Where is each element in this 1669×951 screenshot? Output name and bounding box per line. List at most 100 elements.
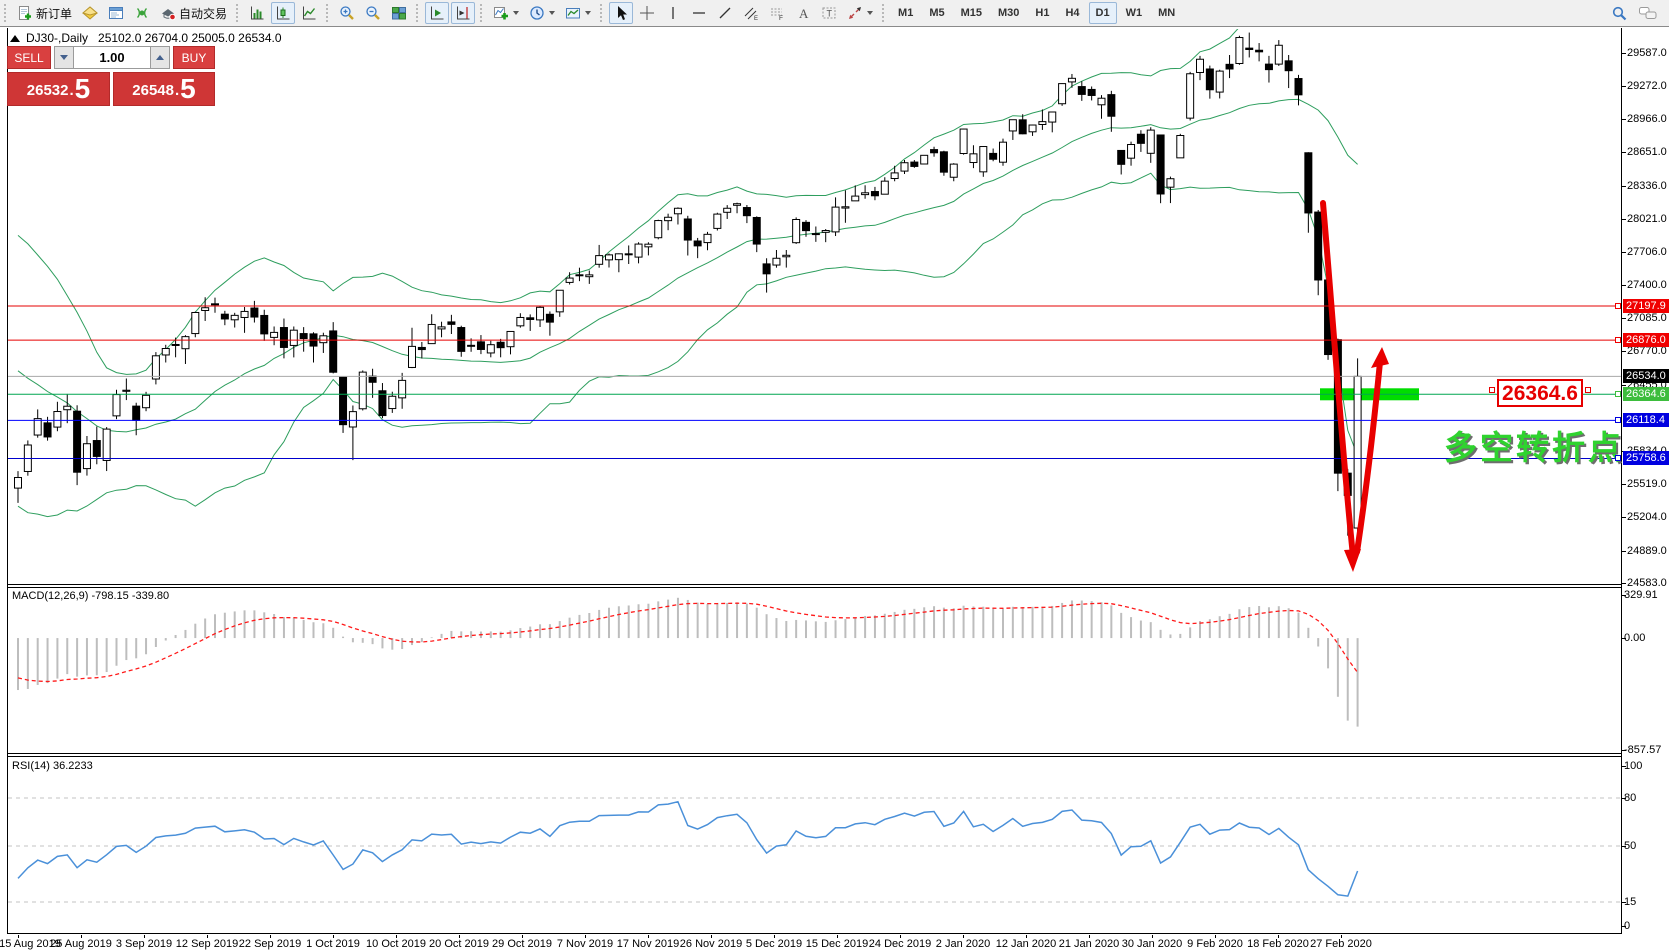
zoom-in-button[interactable]	[335, 2, 359, 24]
time-tick-mark	[648, 935, 649, 938]
bear-candle	[457, 327, 466, 352]
periods-button[interactable]	[525, 2, 559, 24]
time-tick-mark	[81, 935, 82, 938]
bear-candle	[1156, 134, 1165, 195]
channel-icon: E	[743, 5, 759, 21]
bear-candle	[742, 207, 751, 217]
time-tick-mark	[711, 935, 712, 938]
rsi-axis-label: 0	[1624, 920, 1631, 932]
bull-candle	[1067, 77, 1076, 83]
chevron-down-icon[interactable]	[549, 11, 556, 15]
tf-h4-button[interactable]: H4	[1058, 2, 1086, 24]
fibonacci-button[interactable]: F	[765, 2, 789, 24]
time-tick-mark	[522, 935, 523, 938]
line-tag: 25758.6	[1623, 451, 1669, 465]
main-macd-separator-2[interactable]	[7, 587, 1622, 588]
price-tick-label: 28651.0	[1627, 146, 1667, 158]
price-tick-mark	[1622, 53, 1626, 54]
bull-candle	[161, 348, 170, 356]
tf-h1-button[interactable]: H1	[1028, 2, 1056, 24]
profiles-button[interactable]	[78, 2, 102, 24]
tf-mn-button[interactable]: MN	[1151, 2, 1182, 24]
indicators-button[interactable]	[489, 2, 523, 24]
new-order-button-label: 新订单	[36, 6, 73, 21]
bull-candle	[555, 289, 564, 313]
auto-scroll-button[interactable]	[425, 2, 450, 24]
time-tick-mark	[1341, 935, 1342, 938]
buy-price-display[interactable]: 26548. 5	[113, 72, 215, 106]
text-label-button[interactable]: T	[817, 2, 841, 24]
text-icon: A	[795, 5, 811, 21]
price-callout-label[interactable]: 26364.6	[1497, 379, 1583, 407]
cursor-button[interactable]	[609, 2, 634, 24]
candlestick-button[interactable]	[271, 2, 296, 24]
bull-candle	[644, 243, 653, 248]
rsi-axis-label: 50	[1624, 840, 1637, 852]
bull-candle	[585, 274, 594, 278]
macd-rsi-separator-2[interactable]	[7, 756, 1622, 757]
vertical-line-icon	[665, 5, 681, 21]
bollinger-upper-band	[17, 29, 1239, 375]
chart-shift-button[interactable]	[451, 2, 476, 24]
bull-candle	[792, 218, 801, 244]
zoom-out-button[interactable]	[361, 2, 385, 24]
bull-candle	[1008, 119, 1017, 132]
time-label: 12 Sep 2019	[175, 938, 239, 950]
bear-candle	[752, 216, 761, 245]
channel-button[interactable]: E	[739, 2, 763, 24]
arrows-button[interactable]	[843, 2, 877, 24]
rsi-line	[17, 800, 1359, 897]
bull-candle	[53, 411, 62, 428]
bear-candle	[299, 333, 308, 340]
crosshair-button[interactable]	[635, 2, 659, 24]
rsi-pane	[8, 797, 1621, 903]
bull-candle	[171, 343, 180, 346]
bull-candle	[861, 192, 870, 196]
main-macd-separator-1[interactable]	[7, 584, 1622, 585]
toolbar-separator	[600, 4, 605, 22]
sell-button[interactable]: SELL	[7, 46, 51, 69]
text-button[interactable]: A	[791, 2, 815, 24]
macd-rsi-separator-1[interactable]	[7, 753, 1622, 754]
new-order-button[interactable]: 新订单	[13, 2, 76, 24]
collapse-icon[interactable]	[10, 34, 20, 42]
line-chart-button[interactable]	[297, 2, 321, 24]
bear-candle	[132, 405, 141, 421]
market-watch-button[interactable]	[104, 2, 128, 24]
volume-input[interactable]	[73, 47, 151, 68]
tag-connector-square	[1615, 391, 1621, 397]
chat-button[interactable]	[1634, 2, 1662, 24]
volume-increase-button[interactable]	[151, 47, 169, 68]
templates-button[interactable]	[561, 2, 595, 24]
time-tick-mark	[144, 935, 145, 938]
tf-w1-button-label: W1	[1125, 7, 1143, 19]
tf-m15-button[interactable]: M15	[954, 2, 989, 24]
search-button[interactable]	[1607, 2, 1632, 24]
chevron-down-icon[interactable]	[585, 11, 592, 15]
chevron-down-icon[interactable]	[867, 11, 874, 15]
price-tick-mark	[1622, 119, 1626, 120]
tf-m1-button[interactable]: M1	[891, 2, 920, 24]
bear-candle	[250, 307, 259, 318]
volume-decrease-button[interactable]	[55, 47, 73, 68]
tf-d1-button[interactable]: D1	[1088, 2, 1117, 24]
buy-button[interactable]: BUY	[173, 46, 215, 69]
tf-m5-button-label: M5	[929, 7, 945, 19]
tf-w1-button[interactable]: W1	[1119, 2, 1150, 24]
trendline-button[interactable]	[713, 2, 737, 24]
horizontal-line-button[interactable]	[687, 2, 711, 24]
bar-chart-button[interactable]	[245, 2, 269, 24]
signals-button[interactable]	[130, 2, 154, 24]
tile-windows-button[interactable]	[387, 2, 411, 24]
vertical-line-button[interactable]	[661, 2, 685, 24]
tf-m5-button[interactable]: M5	[922, 2, 951, 24]
sell-price-display[interactable]: 26532. 5	[7, 72, 110, 106]
autotrading-button[interactable]: 自动交易	[156, 2, 231, 24]
bull-candle	[1058, 83, 1067, 105]
horizontal-line-icon	[691, 5, 707, 21]
tf-m30-button[interactable]: M30	[991, 2, 1026, 24]
price-tick-label: 24583.0	[1627, 577, 1667, 589]
price-tick-mark	[1622, 583, 1626, 584]
chevron-down-icon[interactable]	[513, 11, 520, 15]
